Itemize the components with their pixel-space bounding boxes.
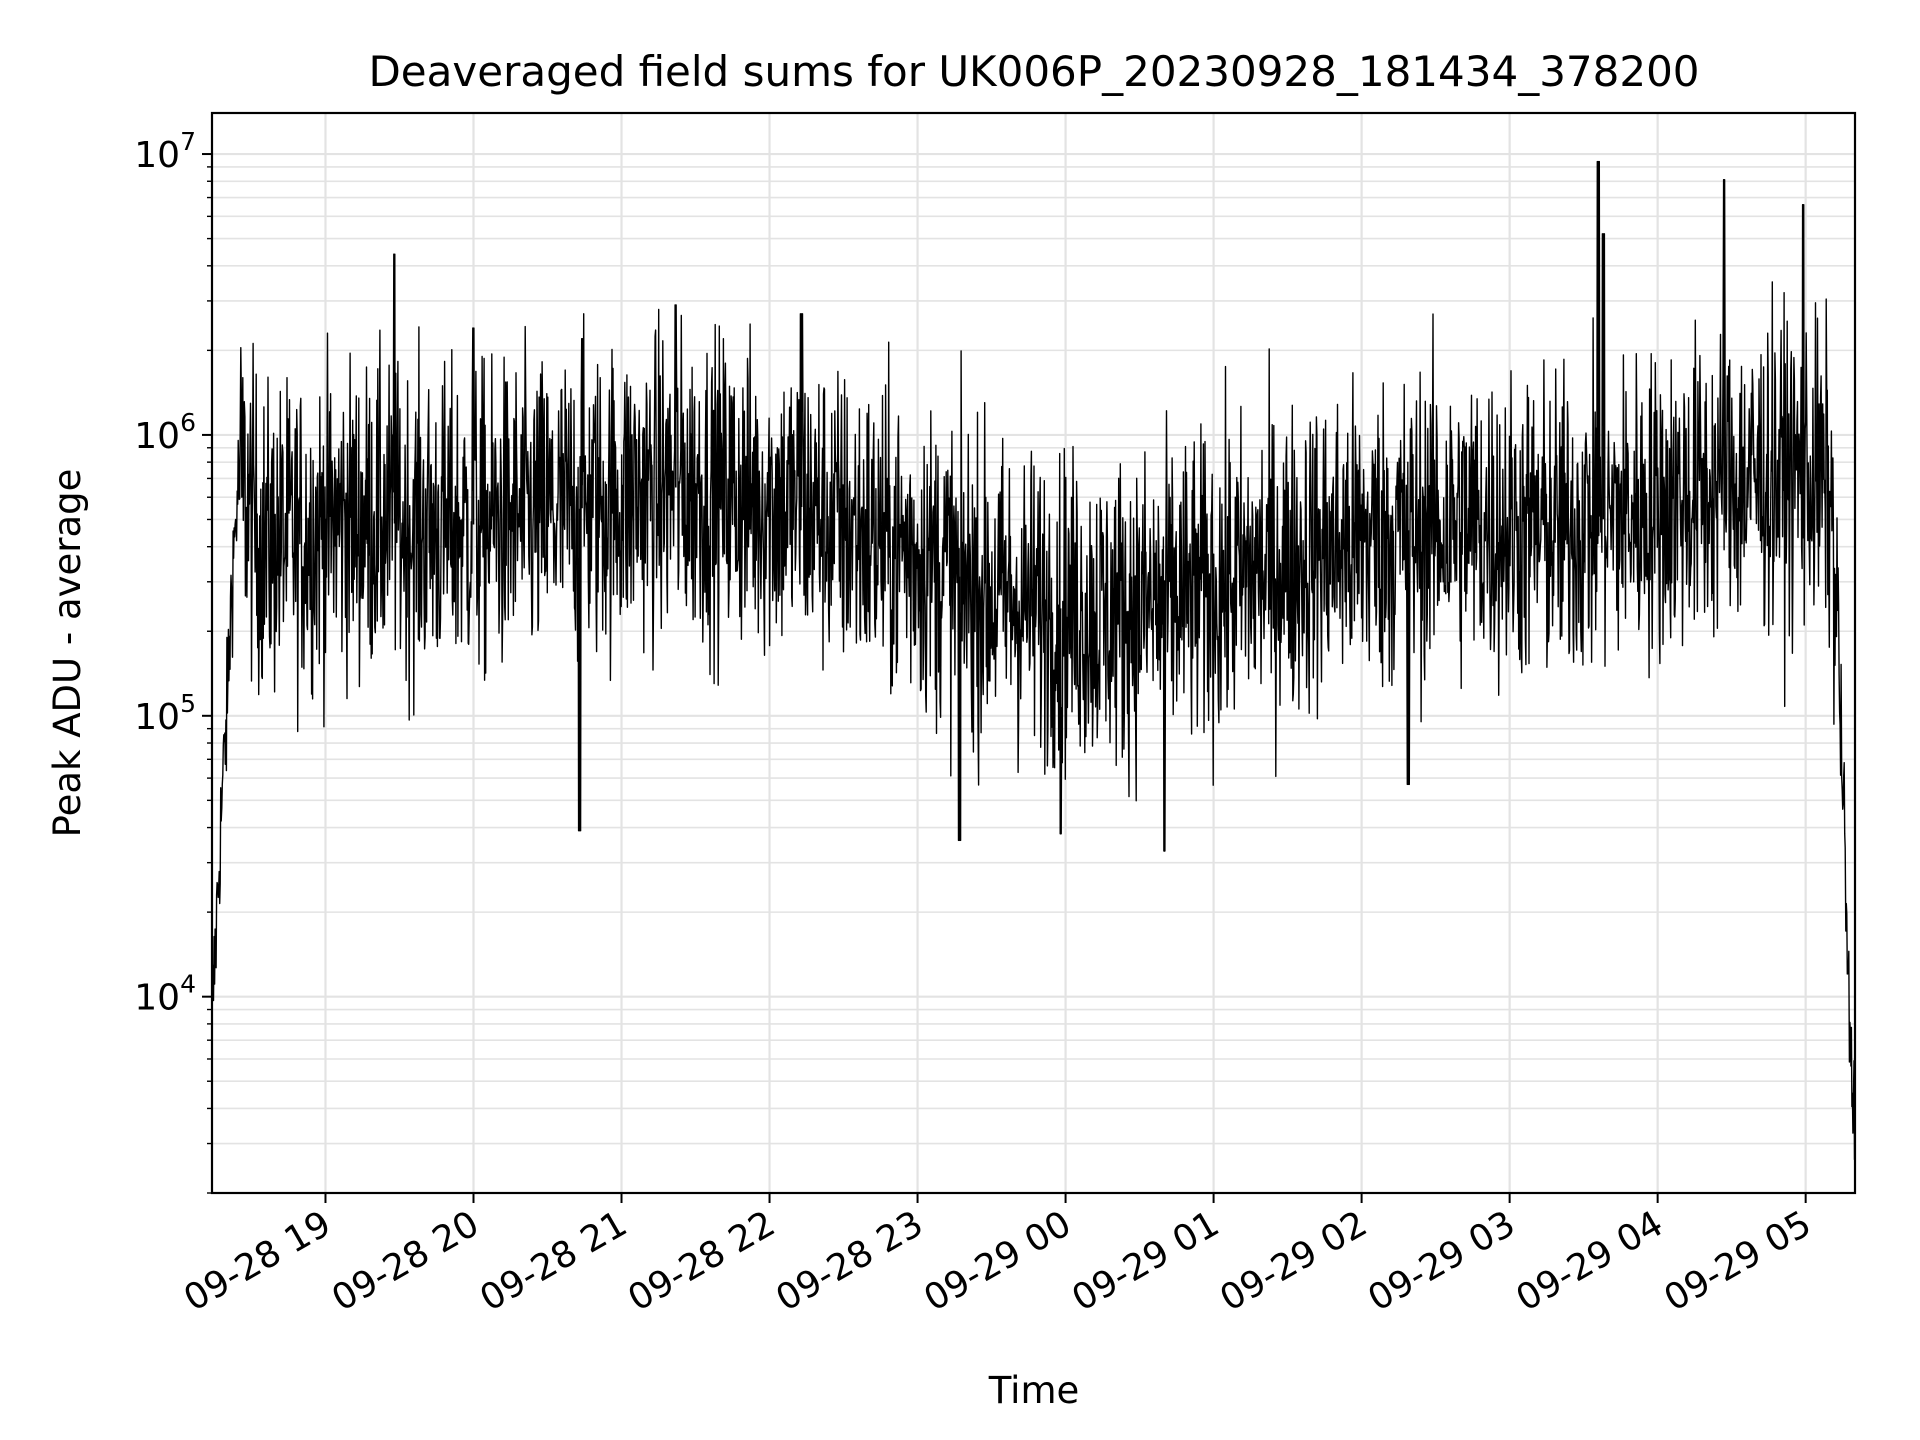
x-tick-label: 09-29 04 — [1509, 1203, 1670, 1319]
x-tick-label: 09-28 23 — [769, 1203, 930, 1319]
x-tick-label: 09-28 20 — [325, 1203, 486, 1319]
x-tick-label: 09-29 05 — [1657, 1203, 1818, 1319]
y-tick-label: 105 — [134, 689, 196, 738]
grid — [212, 113, 1855, 1194]
x-tick-label: 09-29 03 — [1361, 1203, 1522, 1319]
y-ticks: 104 105 106 107 — [134, 127, 212, 1194]
x-tick-label: 09-29 01 — [1065, 1203, 1226, 1319]
chart-title: Deaveraged field sums for UK006P_2023092… — [368, 47, 1699, 96]
plot-frame — [210, 111, 1857, 1195]
series-line — [211, 160, 1856, 1161]
x-tick-label: 09-28 19 — [177, 1203, 338, 1319]
series-line-group — [211, 160, 1856, 1161]
x-tick-label: 09-29 00 — [917, 1203, 1078, 1319]
x-tick-label: 09-28 22 — [621, 1203, 782, 1319]
x-tick-label: 09-28 21 — [473, 1203, 634, 1319]
y-tick-label: 107 — [134, 127, 196, 176]
y-tick-label: 104 — [134, 970, 196, 1019]
y-tick-label: 106 — [134, 408, 196, 457]
x-axis-label: Time — [988, 1369, 1080, 1412]
y-axis-label: Peak ADU - average — [46, 469, 89, 838]
x-tick-label: 09-29 02 — [1213, 1203, 1374, 1319]
